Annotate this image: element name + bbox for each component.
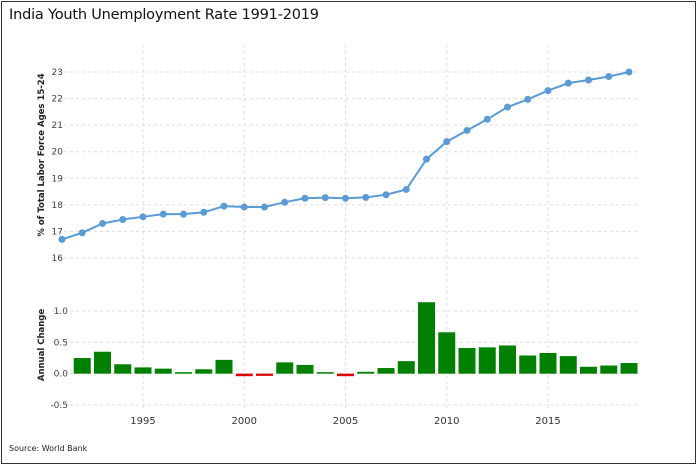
top-y-tick-label: 18 — [52, 201, 64, 211]
annual-change-bar — [114, 364, 132, 374]
annual-change-bar — [215, 359, 233, 374]
x-tick-label: 1995 — [130, 416, 155, 427]
annual-change-bar — [377, 368, 395, 374]
data-point — [159, 210, 167, 218]
annual-change-bar — [539, 352, 557, 374]
annual-change-bar — [478, 347, 496, 374]
annual-change-bar — [357, 371, 375, 374]
data-point — [423, 155, 430, 163]
annual-change-bar — [580, 366, 597, 374]
annual-change-bar — [195, 369, 213, 374]
annual-change-bar — [559, 356, 577, 374]
annual-change-bar — [73, 358, 91, 374]
data-point — [382, 191, 390, 199]
data-point — [342, 194, 349, 202]
data-point — [524, 95, 532, 103]
data-point — [463, 126, 471, 134]
data-point — [605, 73, 613, 81]
annual-change-bar — [154, 368, 172, 374]
x-tick-label: 2010 — [434, 416, 459, 427]
bottom-y-tick-label: 0.5 — [54, 338, 68, 348]
top-y-tick-label: 20 — [52, 148, 64, 158]
data-point — [261, 203, 268, 211]
data-point — [321, 194, 329, 202]
annual-change-bar — [620, 363, 638, 374]
data-point — [58, 235, 66, 243]
data-point — [180, 210, 187, 218]
data-point — [78, 229, 86, 237]
annual-change-bar — [316, 372, 334, 374]
annual-change-bar — [235, 373, 253, 377]
x-tick-label: 2015 — [535, 416, 560, 427]
data-point — [119, 215, 127, 223]
data-point — [99, 219, 106, 227]
chart-title: India Youth Unemployment Rate 1991-2019 — [9, 7, 319, 23]
bottom-y-tick-label: -0.5 — [50, 401, 68, 411]
data-point — [301, 194, 309, 202]
bar-layer — [73, 302, 638, 377]
annual-change-bar — [276, 362, 294, 374]
tick-layer: 16 17 18 19 20 21 22 23 -0.5 0.0 0.5 1.0 1995 2000 200… — [50, 68, 560, 427]
data-point — [483, 115, 491, 123]
bottom-y-axis-label: Annual Change — [37, 309, 47, 382]
annual-change-bar — [499, 345, 516, 374]
annual-change-bar — [600, 365, 618, 374]
data-point — [220, 202, 228, 210]
data-point — [200, 208, 208, 216]
data-point — [362, 193, 370, 201]
data-point — [504, 103, 511, 111]
grid-layer — [52, 45, 639, 410]
data-point — [139, 213, 147, 221]
top-y-axis-label: % of Total Labor Force Ages 15-24 — [37, 73, 47, 236]
data-point — [544, 87, 552, 95]
annual-change-bar — [256, 373, 273, 376]
line-layer — [58, 68, 633, 243]
data-point — [402, 185, 410, 193]
top-y-tick-label: 17 — [52, 227, 63, 237]
x-tick-label: 2005 — [333, 416, 358, 427]
bottom-y-tick-label: 0.0 — [54, 370, 69, 380]
data-point — [585, 76, 592, 84]
x-tick-label: 2000 — [232, 416, 257, 427]
top-y-tick-label: 16 — [52, 254, 64, 264]
annual-change-bar — [94, 351, 111, 374]
data-point — [240, 203, 248, 211]
top-y-tick-label: 23 — [52, 68, 63, 78]
annual-change-bar — [438, 332, 456, 374]
annual-change-bar — [337, 373, 354, 377]
annual-change-bar — [296, 364, 314, 374]
annual-change-bar — [134, 367, 152, 374]
top-y-tick-label: 22 — [52, 95, 63, 105]
data-point — [443, 138, 451, 146]
annual-change-bar — [458, 347, 476, 374]
source-note: Source: World Bank — [9, 444, 88, 453]
data-point — [625, 68, 633, 76]
annual-change-bar — [418, 302, 435, 374]
annual-change-bar — [175, 372, 192, 374]
data-point — [281, 198, 289, 206]
top-y-tick-label: 21 — [52, 121, 63, 131]
annual-change-bar — [519, 355, 537, 374]
data-point — [564, 79, 572, 87]
annual-change-bar — [397, 361, 415, 374]
top-y-tick-label: 19 — [52, 174, 64, 184]
bottom-y-tick-label: 1.0 — [54, 307, 69, 317]
